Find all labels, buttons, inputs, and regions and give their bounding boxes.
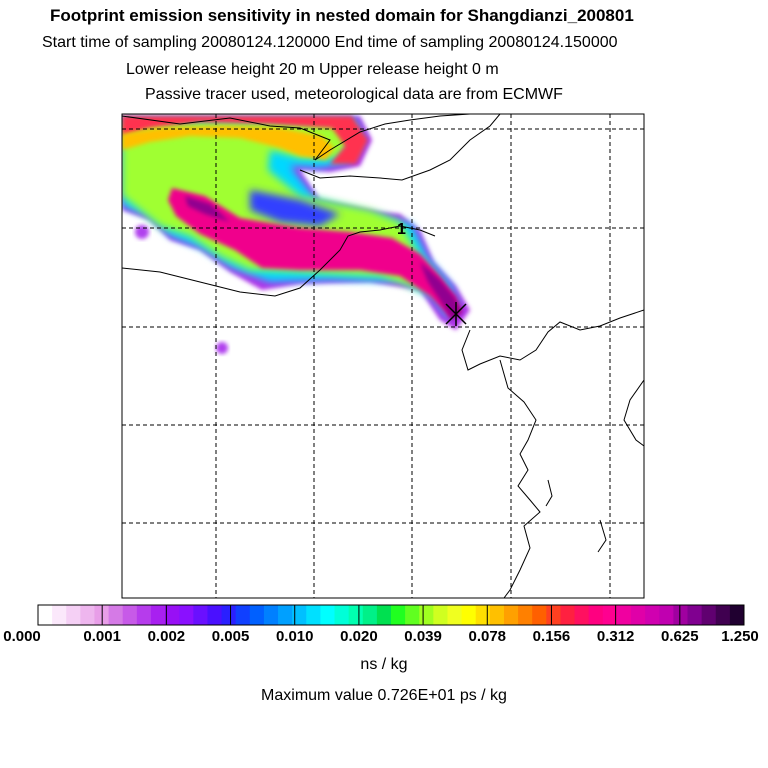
- colorbar-swatch: [38, 605, 53, 625]
- colorbar-units: ns / kg: [360, 656, 408, 673]
- colorbar-swatch: [249, 605, 265, 625]
- lat-lon-grid: [122, 114, 644, 598]
- colorbar-swatch: [362, 605, 378, 625]
- colorbar-swatch: [207, 605, 223, 625]
- coastline-south: [499, 359, 541, 598]
- colorbar-swatch: [574, 605, 590, 625]
- colorbar-swatch: [306, 605, 321, 625]
- colorbar-swatch: [292, 605, 307, 625]
- colorbar-tick-label: 0.000: [3, 628, 41, 645]
- colorbar-tick-label: 0.625: [661, 628, 699, 645]
- colorbar-swatch: [193, 605, 208, 625]
- colorbar-swatch: [419, 605, 434, 625]
- colorbar-swatch: [348, 605, 364, 625]
- plume-red-arc: [122, 116, 368, 164]
- colorbar-swatch: [546, 605, 561, 625]
- colorbar-swatch: [645, 605, 660, 625]
- colorbar-tick-label: 0.010: [275, 628, 314, 645]
- colorbar-frame: [37, 604, 745, 626]
- colorbar: [37, 604, 745, 626]
- colorbar-tick-label: 0.005: [211, 628, 250, 645]
- colorbar-swatch: [461, 605, 477, 625]
- maximum-value-line: Maximum value 0.726E+01 ps / kg: [261, 687, 507, 704]
- colorbar-tick-label: 0.001: [83, 628, 121, 645]
- colorbar-swatch: [475, 605, 491, 625]
- coastline-east: [461, 309, 644, 371]
- colorbar-swatch: [405, 605, 420, 625]
- tracer-info-line: Passive tracer used, meteorological data…: [145, 86, 563, 103]
- colorbar-swatch: [503, 605, 519, 625]
- colorbar-tick-label: 0.039: [404, 628, 442, 645]
- plume-blue-patch: [250, 190, 340, 226]
- colorbar-swatch: [560, 605, 576, 625]
- colorbar-tick-label: 0.002: [147, 628, 186, 645]
- colorbar-swatch: [588, 605, 604, 625]
- colorbar-swatch: [122, 605, 138, 625]
- colorbar-swatch: [52, 605, 67, 625]
- colorbar-swatch: [701, 605, 717, 625]
- colorbar-swatch: [433, 605, 448, 625]
- plume-dark-core: [185, 196, 462, 320]
- colorbar-swatch: [179, 605, 194, 625]
- colorbar-swatch: [376, 605, 392, 625]
- colorbar-tick-label: 0.078: [468, 628, 507, 645]
- colorbar-swatch: [631, 605, 646, 625]
- colorbar-swatch: [221, 605, 237, 625]
- colorbar-swatch: [729, 605, 745, 625]
- colorbar-tick-label: 0.156: [532, 628, 571, 645]
- isolated-blob-south: [216, 342, 228, 354]
- emission-plume: [122, 116, 470, 354]
- colorbar-swatch: [235, 605, 251, 625]
- coastline-peninsula: [299, 114, 501, 181]
- colorbar-swatch: [391, 605, 406, 625]
- coastlines: [122, 114, 644, 598]
- coastline-middle: [122, 225, 436, 297]
- coastline-southeast: [623, 379, 644, 447]
- map-frame: [121, 113, 645, 599]
- coastline-northwest: [122, 114, 471, 161]
- colorbar-swatch: [518, 605, 533, 625]
- plot-title: Footprint emission sensitivity in nested…: [50, 6, 634, 25]
- colorbar-swatch: [602, 605, 618, 625]
- plume-magenta-band: [168, 188, 462, 318]
- colorbar-swatch: [715, 605, 731, 625]
- colorbar-swatch: [489, 605, 505, 625]
- colorbar-swatch: [80, 605, 95, 625]
- release-height-line: Lower release height 20 m Upper release …: [126, 61, 499, 78]
- release-site-marker: [445, 302, 467, 326]
- colorbar-swatch: [278, 605, 293, 625]
- colorbar-tick-label: 0.312: [596, 628, 635, 645]
- colorbar-swatch: [263, 605, 279, 625]
- colorbar-swatch: [673, 605, 689, 625]
- coastline-islands: [545, 479, 607, 553]
- sampling-time-line: Start time of sampling 20080124.120000 E…: [42, 34, 618, 51]
- isolated-blob-west: [135, 225, 149, 239]
- plume-yellow-arc: [122, 126, 334, 160]
- colorbar-swatch: [447, 605, 463, 625]
- colorbar-swatch: [616, 605, 632, 625]
- colorbar-tick-label: 0.020: [340, 628, 378, 645]
- colorbar-swatch: [659, 605, 674, 625]
- colorbar-tick-label: 1.250: [721, 628, 759, 645]
- colorbar-swatch: [66, 605, 81, 625]
- colorbar-swatch: [108, 605, 124, 625]
- colorbar-swatch: [150, 605, 166, 625]
- colorbar-swatch: [334, 605, 350, 625]
- colorbar-swatch: [687, 605, 703, 625]
- colorbar-swatch: [532, 605, 547, 625]
- colorbar-swatch: [320, 605, 336, 625]
- colorbar-swatch: [136, 605, 152, 625]
- colorbar-swatch: [165, 605, 180, 625]
- receptor-label: 1: [397, 221, 406, 238]
